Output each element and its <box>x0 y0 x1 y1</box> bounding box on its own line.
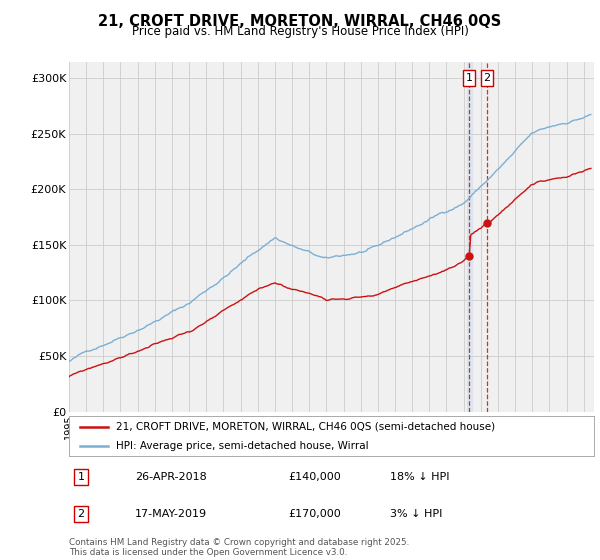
Text: 1: 1 <box>77 472 85 482</box>
Text: HPI: Average price, semi-detached house, Wirral: HPI: Average price, semi-detached house,… <box>116 441 369 450</box>
Point <box>464 251 474 260</box>
Point <box>482 218 492 227</box>
Text: £140,000: £140,000 <box>288 472 341 482</box>
Text: 3% ↓ HPI: 3% ↓ HPI <box>390 509 442 519</box>
Text: £170,000: £170,000 <box>288 509 341 519</box>
Text: Contains HM Land Registry data © Crown copyright and database right 2025.
This d: Contains HM Land Registry data © Crown c… <box>69 538 409 557</box>
Text: 26-APR-2018: 26-APR-2018 <box>135 472 207 482</box>
Text: 21, CROFT DRIVE, MORETON, WIRRAL, CH46 0QS (semi-detached house): 21, CROFT DRIVE, MORETON, WIRRAL, CH46 0… <box>116 422 496 432</box>
Text: 18% ↓ HPI: 18% ↓ HPI <box>390 472 449 482</box>
Text: Price paid vs. HM Land Registry's House Price Index (HPI): Price paid vs. HM Land Registry's House … <box>131 25 469 38</box>
Text: 2: 2 <box>77 509 85 519</box>
Text: 21, CROFT DRIVE, MORETON, WIRRAL, CH46 0QS: 21, CROFT DRIVE, MORETON, WIRRAL, CH46 0… <box>98 14 502 29</box>
Text: 2: 2 <box>484 73 491 83</box>
Text: 17-MAY-2019: 17-MAY-2019 <box>135 509 207 519</box>
Bar <box>467 62 472 412</box>
Text: 1: 1 <box>466 73 473 83</box>
